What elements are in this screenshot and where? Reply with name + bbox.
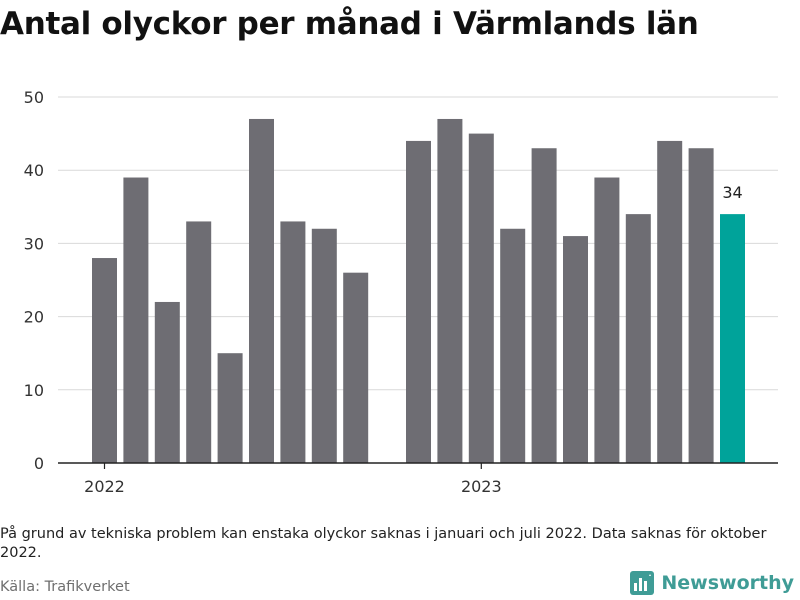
bar [343, 272, 369, 463]
bar [688, 148, 714, 464]
chart-title: Antal olyckor per månad i Värmlands län [0, 6, 699, 42]
bar-chart: 0 10 20 30 40 50 2022 2023 34 [24, 88, 778, 496]
footnote: På grund av tekniska problem kan enstaka… [0, 526, 767, 561]
x-axis: 2022 2023 [84, 463, 502, 496]
y-tick-label: 40 [24, 161, 44, 180]
bar [217, 353, 243, 463]
bar [92, 258, 117, 463]
bar [311, 228, 337, 463]
bar [154, 301, 180, 463]
bar [531, 148, 557, 464]
y-tick-label: 0 [34, 454, 44, 473]
highlighted-bar [720, 214, 745, 463]
bar [437, 118, 463, 464]
bar [280, 221, 306, 463]
y-axis: 0 10 20 30 40 50 [24, 88, 44, 473]
bar [468, 133, 494, 463]
brand-logo: Newsworthy [629, 570, 794, 596]
source-credit: Källa: Trafikverket [0, 579, 130, 595]
data-labels: 34 [722, 183, 742, 202]
y-tick-label: 30 [24, 234, 44, 253]
x-tick-label: 2022 [84, 477, 125, 496]
y-tick-label: 10 [24, 381, 44, 400]
bar [657, 140, 683, 464]
x-tick-label: 2023 [461, 477, 502, 496]
bar [563, 236, 588, 463]
bar [625, 214, 651, 463]
bars [92, 118, 745, 464]
y-tick-label: 50 [24, 88, 44, 107]
bar [406, 140, 431, 464]
y-tick-label: 20 [24, 308, 44, 327]
bar [186, 221, 212, 463]
data-label: 34 [722, 183, 742, 202]
bar [500, 228, 526, 463]
bar [123, 177, 149, 463]
bar-chart-logo-icon [630, 571, 655, 595]
brand-name: Newsworthy [661, 572, 794, 594]
bar [249, 118, 274, 464]
bar [594, 177, 620, 463]
